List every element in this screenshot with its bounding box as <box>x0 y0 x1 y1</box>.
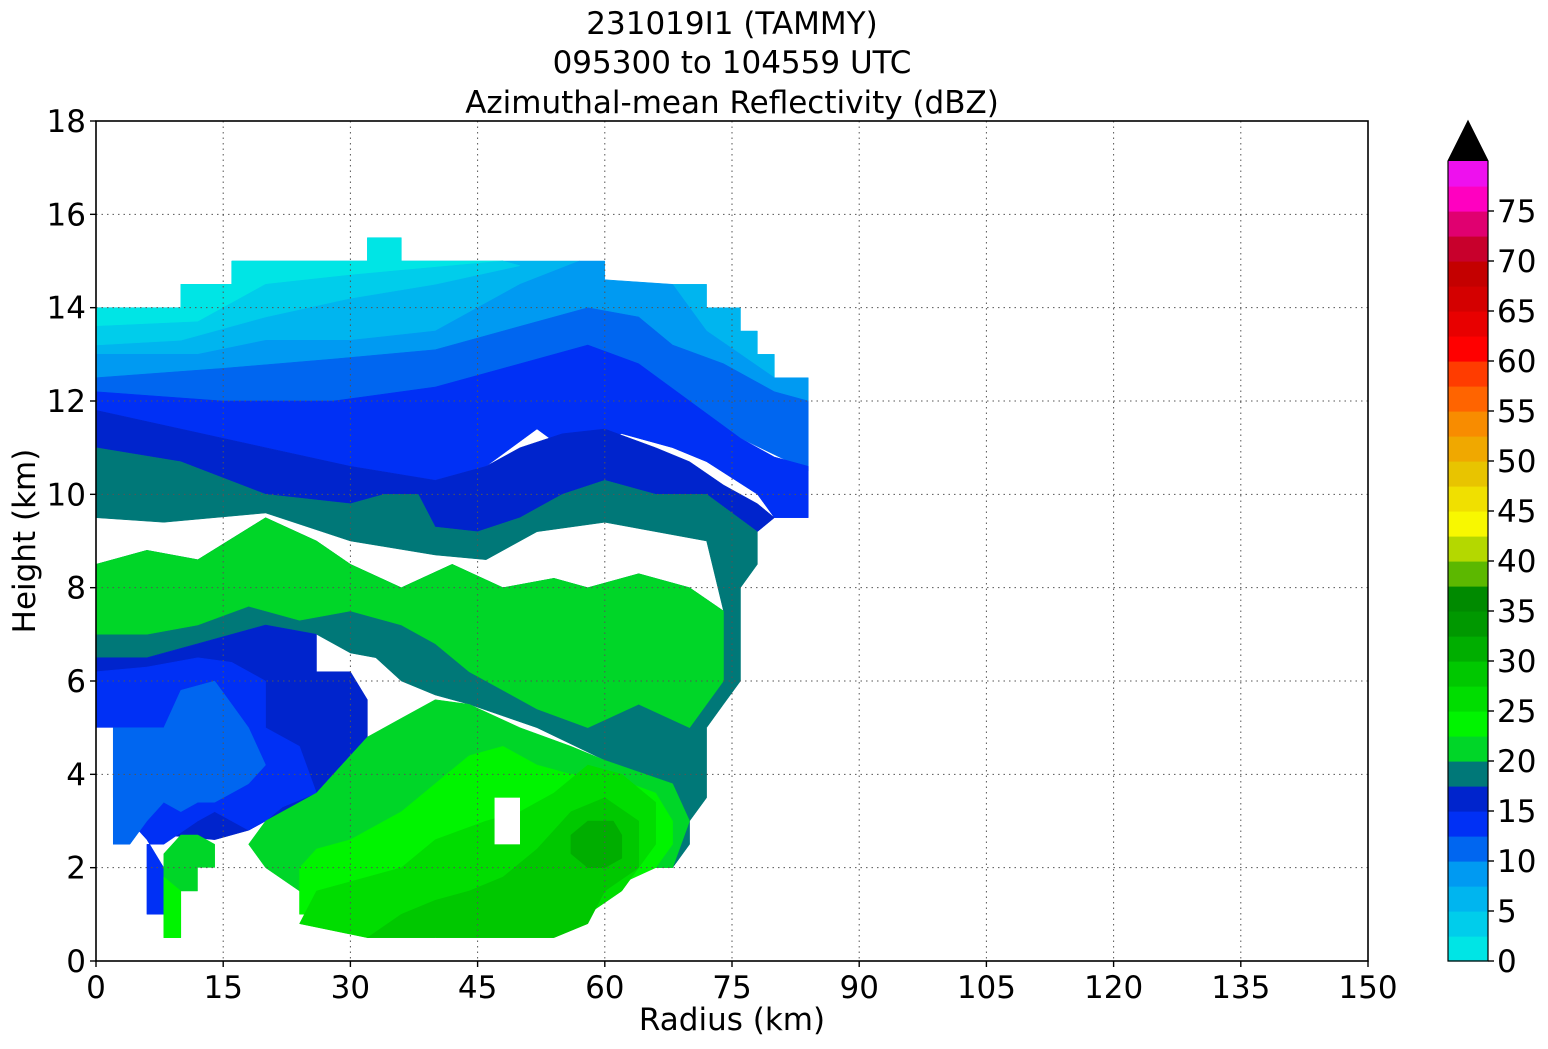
reflectivity-field <box>96 237 809 961</box>
x-tick-label-60: 60 <box>585 970 624 1006</box>
colorbar-tick-label-15: 15 <box>1497 794 1536 830</box>
reflectivity-region-11 <box>96 517 724 729</box>
no-data-patch-0 <box>96 727 113 961</box>
colorbar-tick-label-30: 30 <box>1497 644 1536 680</box>
x-tick-label-105: 105 <box>957 970 1016 1006</box>
y-tick-label-14: 14 <box>47 291 86 327</box>
colorbar-segment-25 <box>1448 686 1488 712</box>
x-tick-label-120: 120 <box>1084 970 1143 1006</box>
colorbar-segment-20 <box>1448 736 1488 762</box>
y-tick-label-6: 6 <box>66 664 86 700</box>
colorbar-segment-67.5 <box>1448 261 1488 287</box>
colorbar-extend-arrow <box>1448 121 1488 161</box>
colorbar-tick-label-75: 75 <box>1497 194 1536 230</box>
colorbar-segment-27.5 <box>1448 661 1488 687</box>
y-tick-label-18: 18 <box>47 104 86 140</box>
colorbar-segment-12.5 <box>1448 811 1488 837</box>
colorbar-segment-10 <box>1448 836 1488 862</box>
colorbar-segment-32.5 <box>1448 611 1488 637</box>
colorbar-tick-label-65: 65 <box>1497 294 1536 330</box>
colorbar-tick-label-50: 50 <box>1497 444 1536 480</box>
y-tick-label-8: 8 <box>66 571 86 607</box>
x-tick-label-135: 135 <box>1211 970 1270 1006</box>
colorbar-segment-2.5 <box>1448 911 1488 937</box>
colorbar-segment-5 <box>1448 886 1488 912</box>
y-tick-label-0: 0 <box>66 944 86 980</box>
colorbar-tick-label-35: 35 <box>1497 594 1536 630</box>
colorbar-tick-label-45: 45 <box>1497 494 1536 530</box>
reflectivity-region-16 <box>570 820 623 868</box>
x-tick-label-30: 30 <box>331 970 370 1006</box>
colorbar-tick-label-10: 10 <box>1497 844 1536 880</box>
colorbar-segment-40 <box>1448 536 1488 562</box>
colorbar-segment-52.5 <box>1448 411 1488 437</box>
x-tick-label-75: 75 <box>712 970 751 1006</box>
colorbar-tick-label-40: 40 <box>1497 544 1536 580</box>
colorbar: 0 5 10 15 20 25 30 35 40 45 50 55 60 65 70 75 <box>1447 119 1536 980</box>
x-tick-label-45: 45 <box>458 970 497 1006</box>
y-tick-label-2: 2 <box>66 851 86 887</box>
colorbar-tick-label-60: 60 <box>1497 344 1536 380</box>
colorbar-tick-label-20: 20 <box>1497 744 1536 780</box>
no-data-patch-2 <box>494 797 520 845</box>
chart-title-line-3: Azimuthal-mean Reflectivity (dBZ) <box>465 85 999 121</box>
x-tick-label-150: 150 <box>1338 970 1397 1006</box>
colorbar-segment-75 <box>1448 186 1488 212</box>
y-axis-ticks: 0 2 4 6 8 10 12 14 16 18 <box>47 104 96 980</box>
reflectivity-region-18 <box>163 876 182 938</box>
colorbar-outline <box>1447 119 1489 962</box>
x-axis-label: Radius (km) <box>639 1002 825 1038</box>
colorbar-tick-label-0: 0 <box>1497 944 1517 980</box>
colorbar-segment-77.5 <box>1448 161 1488 187</box>
colorbar-segment-17.5 <box>1448 761 1488 787</box>
colorbar-segment-62.5 <box>1448 311 1488 337</box>
y-tick-label-10: 10 <box>47 477 86 513</box>
colorbar-segment-30 <box>1448 636 1488 662</box>
colorbar-segment-55 <box>1448 386 1488 412</box>
colorbar-tick-label-5: 5 <box>1497 894 1517 930</box>
colorbar-segment-15 <box>1448 786 1488 812</box>
y-axis-label: Height (km) <box>7 449 43 634</box>
reflectivity-region-10 <box>112 680 266 845</box>
colorbar-tick-label-70: 70 <box>1497 244 1536 280</box>
colorbar-segment-7.5 <box>1448 861 1488 887</box>
colorbar-tick-label-25: 25 <box>1497 694 1536 730</box>
colorbar-segment-57.5 <box>1448 361 1488 387</box>
colorbar-segment-45 <box>1448 486 1488 512</box>
chart-title-line-2: 095300 to 104559 UTC <box>552 45 912 81</box>
colorbar-segment-42.5 <box>1448 511 1488 537</box>
colorbar-segment-0 <box>1448 936 1488 962</box>
y-tick-label-12: 12 <box>47 384 86 420</box>
grid-lines <box>96 121 1368 961</box>
x-axis-ticks: 0 15 30 45 60 75 90 105 120 135 150 <box>86 961 1398 1006</box>
colorbar-segment-22.5 <box>1448 711 1488 737</box>
chart-title-line-1: 231019I1 (TAMMY) <box>586 6 878 42</box>
colorbar-tick-label-55: 55 <box>1497 394 1536 430</box>
y-tick-label-16: 16 <box>47 197 86 233</box>
x-tick-label-90: 90 <box>839 970 878 1006</box>
colorbar-segment-60 <box>1448 336 1488 362</box>
colorbar-segment-65 <box>1448 286 1488 312</box>
colorbar-segment-50 <box>1448 436 1488 462</box>
colorbar-segment-70 <box>1448 236 1488 262</box>
colorbar-segment-72.5 <box>1448 211 1488 237</box>
y-tick-label-4: 4 <box>66 757 86 793</box>
x-tick-label-0: 0 <box>86 970 106 1006</box>
colorbar-segment-37.5 <box>1448 561 1488 587</box>
x-tick-label-15: 15 <box>203 970 242 1006</box>
reflectivity-region-2 <box>96 260 521 346</box>
colorbar-segment-47.5 <box>1448 461 1488 487</box>
colorbar-segment-35 <box>1448 586 1488 612</box>
